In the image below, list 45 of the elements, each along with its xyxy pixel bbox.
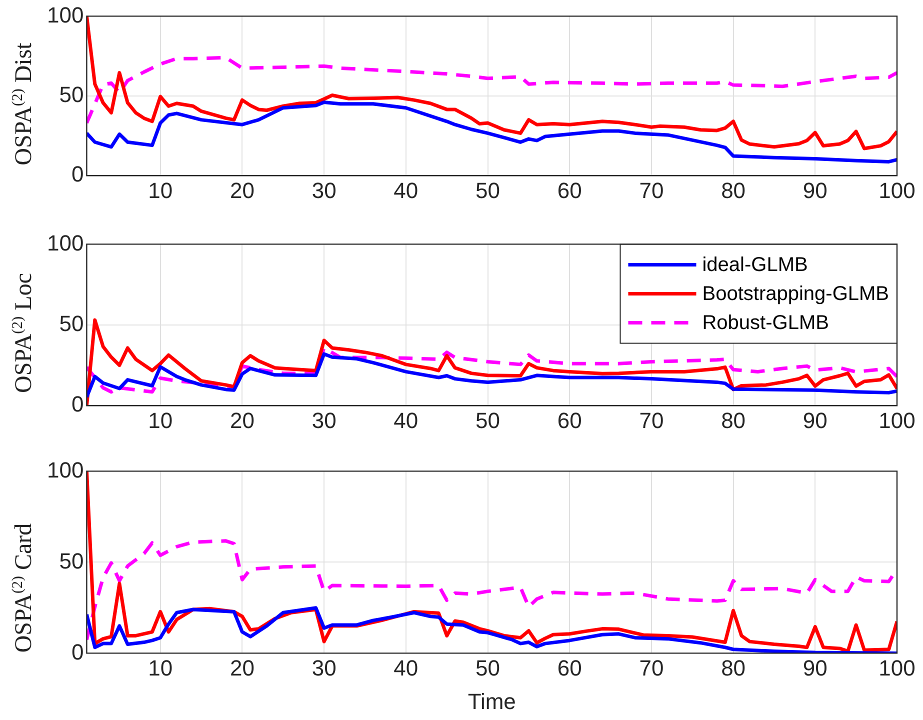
x-tick-label: 40 [394,178,418,203]
y-tick-label: 100 [46,230,84,256]
x-tick-label: 40 [394,655,418,680]
x-tick-label: 20 [230,408,254,433]
line-series [86,56,897,125]
y-tick-label: 100 [46,457,84,482]
x-tick-label: 50 [476,178,500,203]
x-tick-label: 30 [312,178,336,203]
x-tick-label: 60 [557,408,582,433]
x-tick-label: 50 [476,408,500,433]
x-tick-label: 10 [148,408,173,433]
x-tick-label: 50 [476,655,500,680]
x-tick-label: 70 [639,408,664,433]
x-tick-label: 100 [878,408,916,433]
x-tick-label: 80 [721,655,746,680]
x-tick-label: 10 [148,655,173,680]
x-tick-label: 40 [394,408,418,433]
x-tick-label: 70 [639,655,664,680]
x-tick-label: 80 [721,178,746,203]
x-axis-title: Time [468,688,516,714]
x-tick-label: 60 [557,178,582,203]
y-tick-label: 0 [71,639,84,664]
x-tick-label: 20 [230,655,254,680]
x-tick-label: 90 [802,178,828,203]
x-tick-label: 90 [802,655,828,680]
x-tick-label: 10 [148,178,173,203]
y-tick-label: 50 [59,310,84,336]
y-tick-label: 100 [46,2,84,28]
legend-label: Bootstrapping-GLMB [702,283,890,306]
y-tick-label: 0 [71,392,84,417]
legend-label: ideal-GLMB [702,254,808,276]
x-tick-label: 70 [639,178,664,203]
x-tick-label: 80 [721,408,746,433]
x-tick-label: 60 [557,655,582,680]
y-tick-label: 50 [59,548,84,574]
x-tick-label: 30 [312,408,336,433]
y-tick-label: 50 [59,82,84,107]
legend-label: Robust-GLMB [702,312,829,334]
x-tick-label: 30 [312,655,336,680]
x-tick-label: 100 [878,655,916,680]
y-tick-label: 0 [71,162,84,187]
line-series [86,346,897,394]
x-tick-label: 90 [802,408,828,433]
x-tick-label: 20 [230,178,254,203]
x-tick-label: 100 [878,178,916,203]
